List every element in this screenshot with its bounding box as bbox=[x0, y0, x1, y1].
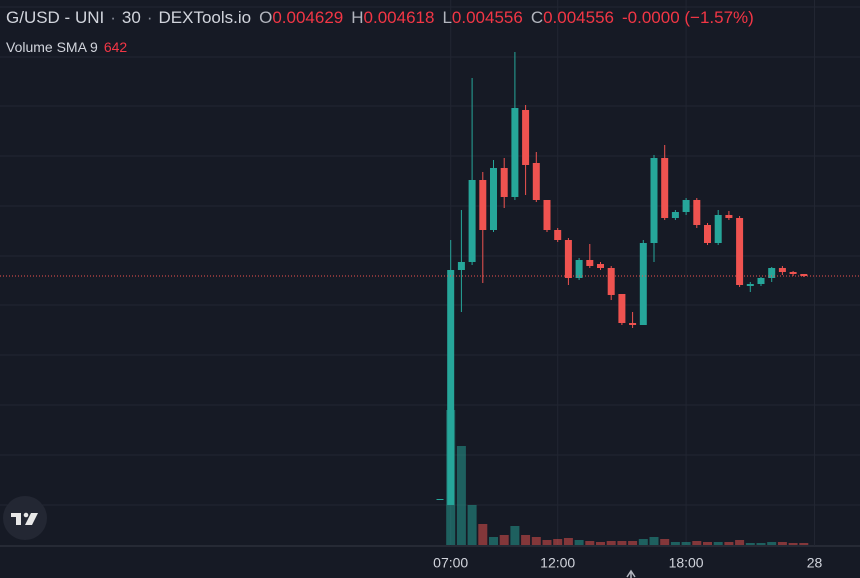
ohlc-value: 0.004629 bbox=[272, 8, 344, 27]
ohlc-label: H bbox=[351, 8, 364, 27]
volume-bar bbox=[713, 542, 723, 545]
candle-body bbox=[597, 264, 604, 268]
candle-body bbox=[714, 215, 722, 243]
volume-bar bbox=[692, 541, 702, 545]
volume-bar bbox=[478, 524, 488, 545]
ohlc-value: 0.004618 bbox=[363, 8, 435, 27]
candle-body bbox=[511, 108, 519, 197]
logo-part bbox=[16, 513, 21, 525]
volume-bar bbox=[745, 543, 755, 545]
candle-body bbox=[575, 260, 583, 278]
grid bbox=[0, 6, 860, 506]
volume-bar bbox=[489, 537, 498, 545]
volume-bar bbox=[756, 543, 766, 545]
candle-body bbox=[746, 284, 754, 286]
candle-body bbox=[704, 225, 711, 243]
source: DEXTools.io bbox=[158, 8, 252, 27]
volume-bar bbox=[777, 542, 787, 545]
volume-sma: 642 bbox=[103, 39, 128, 55]
volume-bar bbox=[563, 538, 573, 545]
ohlc-label: O bbox=[259, 8, 273, 27]
candle-body bbox=[639, 243, 647, 325]
candle-body bbox=[671, 212, 679, 218]
volume-bar bbox=[724, 542, 734, 545]
candle-body bbox=[586, 260, 594, 266]
logo-part bbox=[23, 512, 29, 518]
candle-body bbox=[736, 218, 744, 285]
candle-body bbox=[436, 499, 444, 500]
candle-body bbox=[618, 294, 626, 323]
volume-label: Volume SMA 9 bbox=[6, 39, 98, 55]
candle-body bbox=[757, 278, 765, 284]
ohlc-value: 0.004556 bbox=[543, 8, 614, 27]
candle-body bbox=[682, 200, 690, 212]
separator: · bbox=[110, 8, 116, 27]
volume-bar bbox=[628, 541, 638, 545]
candle-body bbox=[532, 163, 540, 200]
candle-body bbox=[693, 200, 701, 225]
candle-body bbox=[800, 274, 808, 276]
volume-bar bbox=[553, 539, 563, 545]
volume-bar bbox=[638, 539, 648, 545]
volume-bar bbox=[649, 537, 659, 545]
volume-bar bbox=[499, 535, 509, 545]
candle-body bbox=[522, 110, 530, 165]
candle-body bbox=[650, 158, 658, 243]
ohlc-label: C bbox=[530, 8, 544, 27]
volume-bar bbox=[670, 542, 680, 545]
candle-body bbox=[725, 215, 733, 218]
volume-bar bbox=[585, 541, 595, 545]
interval: 30 bbox=[121, 8, 141, 27]
candle-body bbox=[564, 240, 572, 278]
candle-body bbox=[500, 168, 508, 197]
candle-body bbox=[554, 230, 562, 240]
symbol: G/USD - UNI bbox=[6, 8, 105, 27]
candle-body bbox=[661, 158, 669, 218]
volume-bar bbox=[574, 540, 584, 545]
logo-badge bbox=[3, 496, 47, 540]
volume-bar bbox=[521, 535, 531, 545]
x-tick-label: 18:00 bbox=[669, 555, 704, 571]
tv-logo bbox=[3, 496, 47, 540]
separator: · bbox=[146, 8, 153, 27]
volume-bar bbox=[596, 542, 605, 545]
volume-bar bbox=[735, 540, 745, 545]
volume-bar bbox=[767, 542, 777, 545]
volume-bar bbox=[531, 537, 541, 545]
volume-bar bbox=[606, 541, 616, 545]
candle-body bbox=[543, 200, 551, 230]
volume-bar bbox=[681, 542, 691, 545]
volume-bar bbox=[617, 541, 627, 545]
volume-bar bbox=[703, 542, 712, 545]
volume-legend: Volume SMA 9 642 bbox=[6, 39, 127, 55]
logo-part bbox=[25, 513, 38, 525]
candle-body bbox=[490, 168, 497, 230]
x-tick-label: 07:00 bbox=[433, 555, 468, 571]
header: G/USD - UNI · 30 · DEXTools.io O 0.004629… bbox=[6, 8, 754, 28]
x-tick-label: 28 bbox=[807, 555, 823, 571]
candle-body bbox=[479, 180, 487, 230]
candle-body bbox=[789, 272, 797, 274]
candle-body bbox=[778, 268, 786, 272]
x-tick-label: 12:00 bbox=[540, 555, 575, 571]
ohlc-label: L bbox=[442, 8, 452, 27]
candle-body bbox=[447, 270, 455, 505]
ohlc-value: 0.004556 bbox=[451, 8, 523, 27]
volume-bar bbox=[542, 540, 552, 545]
candle-body bbox=[457, 262, 465, 270]
candle-body bbox=[607, 268, 615, 295]
volume-bar bbox=[467, 505, 477, 545]
change: -0.0000 (−1.57%) bbox=[622, 8, 754, 27]
candle-body bbox=[768, 268, 776, 278]
candle-body bbox=[468, 180, 476, 262]
volume-bar bbox=[788, 543, 798, 545]
volume-bar bbox=[660, 539, 670, 545]
volume-bar bbox=[456, 446, 466, 545]
candle-body bbox=[629, 323, 637, 325]
volume-bar bbox=[799, 543, 809, 545]
scroll-arrow[interactable] bbox=[626, 569, 636, 578]
volume-bar bbox=[510, 526, 520, 545]
